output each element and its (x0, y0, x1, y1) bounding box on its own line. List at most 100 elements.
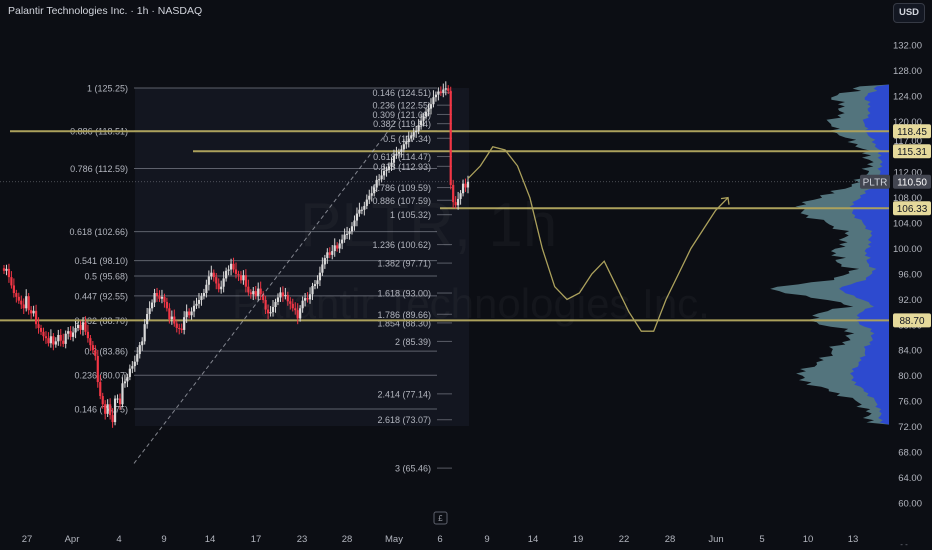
candle-body (141, 341, 144, 346)
candle-body (387, 166, 391, 170)
candle-body (197, 300, 201, 304)
symbol-title: Palantir Technologies Inc. · 1h · NASDAQ (8, 5, 203, 17)
candle-body (286, 294, 289, 302)
last-price-tag-label: 110.50 (897, 178, 927, 189)
candle-body (400, 149, 403, 152)
candle-body (244, 275, 247, 287)
time-tick-label: 22 (619, 534, 630, 545)
candle-body (259, 288, 262, 295)
candle-body (44, 336, 48, 339)
candle-body (96, 355, 99, 383)
candle-body (353, 220, 356, 227)
candle-body (84, 322, 87, 332)
candles (2, 81, 470, 464)
time-tick-label: 5 (759, 534, 764, 545)
candle-body (252, 291, 255, 295)
time-axis[interactable]: 27 Apr 4 9 14 17 23 28 May 6 9 14 19 22 28 Jun 5 10 13 £ - - (0, 511, 932, 550)
candle-body (229, 263, 233, 270)
price-tag-bg (893, 144, 931, 159)
candle-body (333, 245, 336, 252)
time-tick-label: Jun (708, 534, 723, 545)
price-tag-label: 115.31 (897, 147, 927, 158)
watermark-symbol: PLTR, 1h (300, 190, 557, 261)
candle-body (47, 338, 50, 344)
candle-body (10, 277, 13, 286)
price-tick-label: 120.00 (893, 117, 922, 128)
candle-body (222, 278, 225, 287)
candle-body (118, 398, 122, 405)
candle-body (34, 310, 38, 325)
fib-extension-label: 0.618 (114.47) (373, 152, 431, 162)
candle-body (434, 94, 438, 98)
candle-body (304, 298, 307, 301)
candle-body (42, 331, 45, 337)
fib-extension-label: 1.618 (93.00) (377, 289, 431, 299)
candle-body (321, 264, 324, 273)
candle-body (202, 293, 206, 297)
candle-body (343, 234, 346, 240)
candle-body (30, 310, 33, 314)
fib-extension-label: 0.309 (121.09) (372, 110, 431, 120)
currency-button[interactable]: USD (893, 3, 925, 23)
symbol-tag-label: PLTR (863, 178, 888, 189)
candle-body (185, 311, 188, 318)
price-tick-label: 117.00 (894, 136, 922, 147)
candle-body (113, 398, 117, 423)
price-tick-label: 72.00 (898, 422, 922, 433)
price-tag-label: 118.45 (897, 127, 927, 138)
candle-body (397, 151, 400, 154)
candle-body (341, 239, 344, 244)
fib-retracement-label: 0.5 (95.68) (84, 271, 128, 281)
price-tick-label: 100.00 (893, 244, 922, 255)
price-axis[interactable]: 132.00 128.00 124.00 120.00 117.00 112.00 108.… (860, 0, 932, 550)
currency-icon[interactable] (433, 511, 448, 525)
candle-body (131, 366, 134, 369)
candle-body (165, 301, 168, 309)
candle-body (121, 383, 124, 405)
candle-body (338, 243, 341, 249)
time-tick-label: 27 (22, 534, 33, 545)
candle-body (54, 341, 57, 345)
candle-body (101, 396, 104, 405)
candle-body (158, 296, 161, 299)
price-tick-label: 96.00 (898, 269, 922, 280)
candle-body (415, 130, 418, 133)
candle-body (247, 286, 250, 293)
candle-body (378, 179, 381, 181)
currency-icon-glyph: £ (438, 514, 443, 523)
price-tick-label: 76.00 (898, 397, 922, 408)
time-tick-label: 13 (848, 534, 859, 545)
candle-body (239, 275, 243, 281)
candle-body (210, 272, 213, 277)
projection (467, 146, 730, 332)
candle-body (447, 88, 450, 91)
candle-body (417, 125, 420, 131)
candle-body (363, 205, 366, 210)
candle-body (12, 285, 15, 294)
time-tick-label: Apr (65, 534, 80, 545)
candle-body (336, 245, 339, 249)
candle-body (143, 324, 146, 342)
candle-body (27, 296, 30, 311)
candle-body (380, 175, 383, 180)
candle-body (57, 334, 60, 342)
price-tick-label: 112.00 (894, 168, 922, 179)
price-tag-bg (893, 201, 931, 216)
candle-body (395, 153, 398, 156)
candle-body (365, 199, 368, 206)
time-tick-label: 28 (342, 534, 353, 545)
candle-body (2, 268, 6, 271)
watermark-name: Palantir Technologies Inc. (232, 280, 710, 328)
candle-body (59, 334, 62, 341)
time-axis-bg (0, 528, 932, 550)
candle-body (136, 354, 139, 362)
price-tick-label: 60.00 (898, 498, 922, 509)
candle-body (138, 345, 141, 355)
candle-body (311, 286, 314, 295)
candle-body (437, 91, 440, 95)
candle-body (25, 296, 28, 309)
candle-body (454, 202, 457, 206)
candle-body (234, 269, 238, 274)
